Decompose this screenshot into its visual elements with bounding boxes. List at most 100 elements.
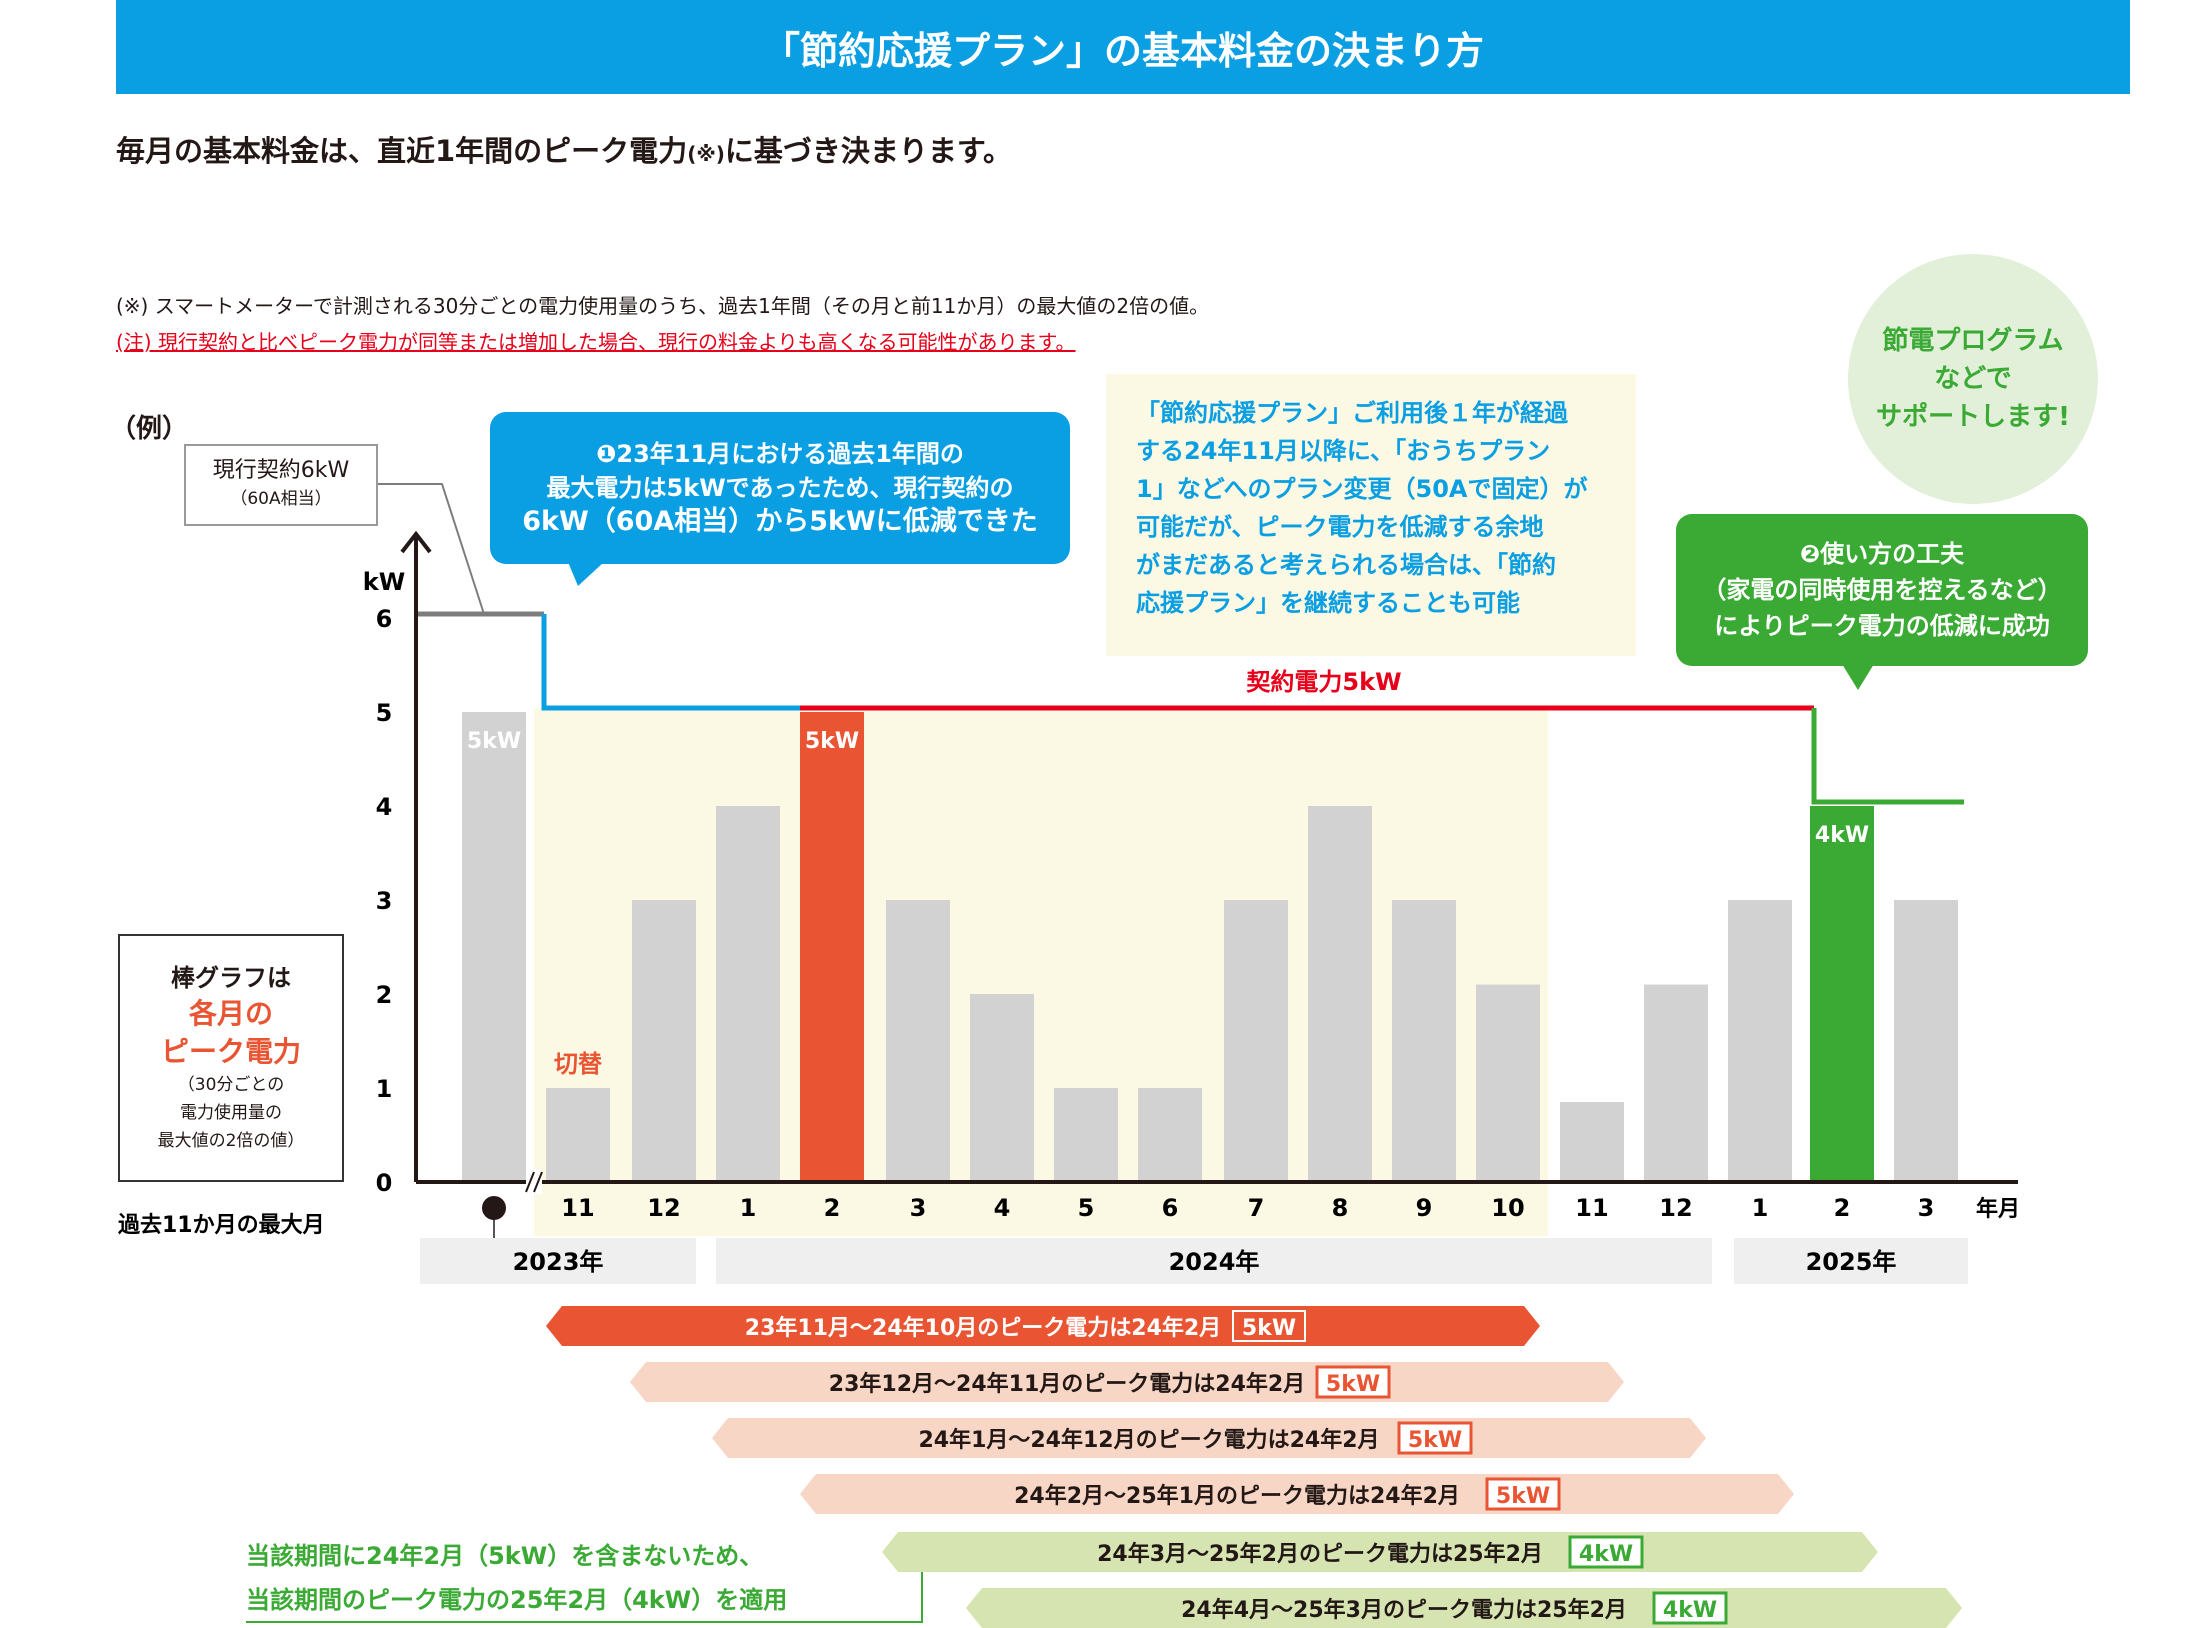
x-tick-16: 2 [1834, 1194, 1851, 1222]
bar-value-label-4: 5kW [805, 729, 859, 754]
period-value-box-0 [1232, 1310, 1306, 1342]
info-line-6: 応援プラン」を継続することも可能 [1136, 589, 1520, 617]
callout1-line-3: 6kW（60A相当）から5kWに低減できた [522, 506, 1038, 537]
bottom-note-line-2: 当該期間のピーク電力の25年2月（4kW）を適用 [246, 1586, 788, 1614]
y-tick-2: 2 [376, 981, 393, 1009]
contract-line-4kw [1811, 708, 1964, 805]
year-band-2025 [1734, 1238, 1968, 1284]
x-tick-6: 4 [994, 1194, 1011, 1222]
x-tick-13: 11 [1575, 1194, 1608, 1222]
period-value-box-4 [1568, 1535, 1644, 1569]
x-tick-4: 2 [824, 1194, 841, 1222]
year-label-2024: 2024年 [1169, 1248, 1260, 1276]
year-label-2023: 2023年 [513, 1248, 604, 1276]
bar-12 [1476, 984, 1540, 1182]
y-axis-unit: kW [363, 568, 405, 596]
past-max-dot [482, 1196, 506, 1220]
period-text-2: 24年1月～24年12月のピーク電力は24年2月 [918, 1427, 1379, 1453]
bar-5 [886, 900, 950, 1182]
bar-17 [1894, 900, 1958, 1182]
legend-line-6: 最大値の2倍の値） [157, 1131, 305, 1151]
bar-8 [1138, 1088, 1202, 1182]
y-tick-4: 4 [376, 793, 393, 821]
support-line-1: 節電プログラム [1882, 326, 2064, 356]
callout1-line-1: ❶23年11月における過去1年間の [596, 440, 964, 468]
support-line-2: などで [1934, 364, 2012, 394]
x-tick-7: 5 [1078, 1194, 1095, 1222]
period-value-box-2 [1397, 1421, 1473, 1455]
period-value-3: 5kW [1496, 1484, 1550, 1509]
callout-contract-reduction: ❶23年11月における過去1年間の 最大電力は5kWであったため、現行契約の 6… [490, 412, 1070, 564]
callout1-line-2: 最大電力は5kWであったため、現行契約の [546, 474, 1014, 502]
legend-line-5: 電力使用量の [180, 1103, 282, 1123]
bottom-note: 当該期間に24年2月（5kW）を含まないため、 当該期間のピーク電力の25年2月… [246, 1534, 787, 1622]
legend-line-4: （30分ごとの [177, 1075, 285, 1095]
x-tick-15: 1 [1752, 1194, 1769, 1222]
past-max-label: 過去11か月の最大月 [118, 1212, 325, 1238]
usage-period-region [534, 708, 1548, 1236]
year-band-2023 [420, 1238, 696, 1284]
legend-line-3: ピーク電力 [160, 1035, 301, 1068]
subtitle-main: 毎月の基本料金は、直近1年間のピーク電力 [116, 134, 688, 168]
info-line-5: がまだあると考えられる場合は、「節約 [1136, 551, 1556, 579]
y-tick-0: 0 [376, 1169, 393, 1197]
bar-value-label-0: 5kW [467, 729, 521, 754]
period-value-4: 4kW [1579, 1542, 1633, 1567]
bar-9 [1224, 900, 1288, 1182]
current-contract-box: 現行契約6kW （60A相当） [184, 444, 378, 526]
legend-line-2: 各月の [188, 997, 273, 1030]
period-value-0: 5kW [1242, 1316, 1296, 1341]
example-label: （例） [110, 414, 189, 444]
bar-legend-box: 棒グラフは 各月の ピーク電力 （30分ごとの 電力使用量の 最大値の2倍の値） [118, 934, 344, 1182]
callout1-tail [568, 562, 604, 586]
axis-break-mark [525, 1170, 543, 1194]
bar-11 [1392, 900, 1456, 1182]
y-axis-arrow [400, 530, 432, 554]
bottom-note-line-1: 当該期間に24年2月（5kW）を含まないため、 [246, 1542, 764, 1570]
x-tick-3: 1 [740, 1194, 757, 1222]
page-subtitle: 毎月の基本料金は、直近1年間のピーク電力(※)に基づき決まります。 [116, 128, 1012, 170]
period-text-4: 24年3月～25年2月のピーク電力は25年2月 [1097, 1541, 1543, 1567]
year-band-2024 [716, 1238, 1712, 1284]
x-tick-9: 7 [1248, 1194, 1265, 1222]
period-text-3: 24年2月～25年1月のピーク電力は24年2月 [1014, 1483, 1460, 1509]
bar-10 [1308, 806, 1372, 1182]
support-line-3: サポートします! [1876, 402, 2070, 432]
info-box: 「節約応援プラン」ご利用後１年が経過 する24年11月以降に、「おうちプラン 1… [1106, 374, 1636, 656]
bar-7 [1054, 1088, 1118, 1182]
info-line-2: する24年11月以降に、「おうちプラン [1136, 437, 1551, 465]
period-value-1: 5kW [1326, 1372, 1380, 1397]
current-contract-line-1: 現行契約6kW [212, 458, 350, 483]
footnote-peak-definition: (※) スマートメーターで計測される30分ごとの電力使用量のうち、過去1年間（そ… [116, 294, 1210, 318]
period-text-0: 23年11月～24年10月のピーク電力は24年2月 [745, 1315, 1221, 1341]
callout-peak-reduction: ❷使い方の工夫 （家電の同時使用を控えるなど） によりピーク電力の低減に成功 [1676, 514, 2088, 666]
period-text-5: 24年4月～25年3月のピーク電力は25年2月 [1181, 1597, 1627, 1623]
page-title: 「節約応援プラン」の基本料金の決まり方 [116, 0, 2130, 94]
support-circle: 節電プログラム などで サポートします! [1848, 254, 2098, 504]
callout2-line-2: （家電の同時使用を控えるなど） [1702, 576, 2062, 604]
bar-4 [800, 712, 864, 1182]
bar-1 [546, 1088, 610, 1182]
contract-line-reduced [541, 614, 800, 711]
callout2-line-3: によりピーク電力の低減に成功 [1714, 612, 2050, 640]
x-tick-17: 3 [1918, 1194, 1935, 1222]
bar-6 [970, 994, 1034, 1182]
y-tick-1: 1 [376, 1075, 393, 1103]
x-tick-2: 12 [647, 1194, 680, 1222]
period-value-box-1 [1315, 1365, 1391, 1399]
bar-16 [1810, 806, 1874, 1182]
bar-14 [1644, 984, 1708, 1182]
bar-2 [632, 900, 696, 1182]
x-tick-5: 3 [910, 1194, 927, 1222]
current-contract-leader [374, 483, 485, 615]
bar-15 [1728, 900, 1792, 1182]
subtitle-mark: (※) [687, 142, 725, 166]
current-contract-line-2: （60A相当） [230, 489, 332, 509]
period-text-1: 23年12月～24年11月のピーク電力は24年2月 [829, 1371, 1305, 1397]
x-tick-14: 12 [1659, 1194, 1692, 1222]
footnote-warning: (注) 現行契約と比べピーク電力が同等または増加した場合、現行の料金よりも高くな… [116, 330, 1076, 354]
x-tick-10: 8 [1332, 1194, 1349, 1222]
info-line-1: 「節約応援プラン」ご利用後１年が経過 [1136, 399, 1568, 427]
callout2-tail [1842, 664, 1874, 690]
period-value-5: 4kW [1663, 1598, 1717, 1623]
